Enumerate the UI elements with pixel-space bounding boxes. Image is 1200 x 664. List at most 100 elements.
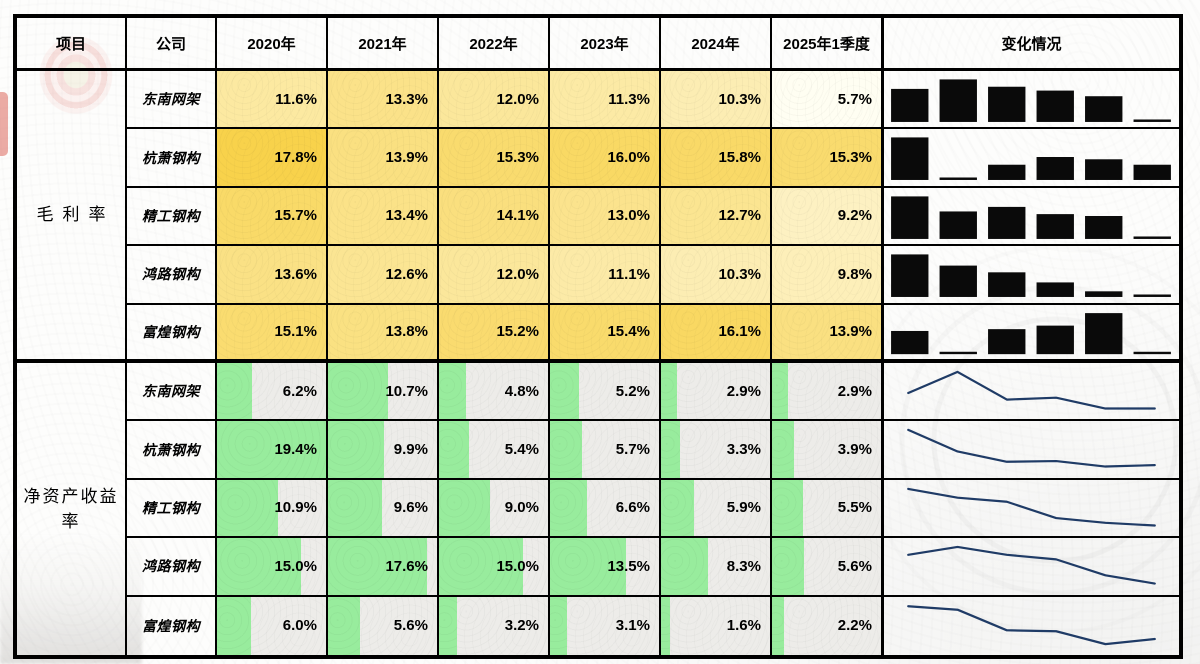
gross-margin-value-cell: 15.7% — [217, 187, 328, 247]
roe-value-cell: 3.2% — [439, 596, 550, 655]
roe-databar — [661, 596, 670, 655]
gross-margin-value-cell: 13.6% — [217, 246, 328, 305]
gross-margin-value-cell: 13.8% — [328, 304, 439, 363]
roe-value-text: 2.9% — [726, 382, 761, 400]
company-name: 鸿路钢构 — [127, 538, 217, 597]
roe-value-text: 5.2% — [615, 382, 650, 400]
gross-margin-value-cell: 12.0% — [439, 71, 550, 130]
roe-value-cell: 5.7% — [550, 421, 661, 480]
roe-value-text: 19.4% — [274, 441, 317, 459]
roe-value-cell: 15.0% — [217, 538, 328, 597]
roe-value-cell: 2.9% — [661, 363, 772, 422]
line-sparkline-svg — [907, 487, 1156, 527]
roe-databar — [328, 479, 382, 537]
roe-databar — [217, 538, 302, 595]
roe-databar — [439, 596, 457, 655]
roe-value-cell: 5.2% — [550, 363, 661, 422]
roe-value-cell: 3.3% — [661, 421, 772, 480]
gross-margin-value-cell: 14.1% — [439, 187, 550, 247]
roe-value-text: 5.9% — [726, 499, 761, 517]
roe-value-cell: 3.1% — [550, 596, 661, 655]
roe-value-cell: 10.7% — [328, 363, 439, 422]
line-sparkline-svg — [907, 546, 1156, 585]
roe-value-cell: 2.2% — [772, 596, 884, 655]
change-bar-sparkline — [884, 246, 1179, 305]
company-name: 东南网架 — [127, 363, 217, 422]
roe-value-text: 15.0% — [274, 557, 317, 575]
roe-value-cell: 9.6% — [328, 479, 439, 539]
roe-value-text: 10.9% — [274, 499, 317, 517]
roe-databar — [550, 596, 568, 655]
gross-margin-value-cell: 10.3% — [661, 246, 772, 305]
header-col-company: 公司 — [127, 18, 217, 71]
roe-value-text: 17.6% — [385, 557, 428, 575]
roe-value-cell: 4.8% — [439, 363, 550, 422]
change-line-sparkline — [884, 480, 1179, 539]
roe-databar — [439, 363, 466, 420]
header-col-year: 2024年 — [661, 18, 772, 71]
roe-value-text: 9.9% — [393, 441, 428, 459]
company-name: 富煌钢构 — [127, 596, 217, 655]
roe-value-text: 15.0% — [496, 557, 539, 575]
company-name: 杭萧钢构 — [127, 421, 217, 480]
roe-databar — [439, 479, 490, 537]
header-col-year: 2022年 — [439, 18, 550, 71]
roe-value-cell: 19.4% — [217, 421, 328, 480]
gross-margin-value-cell: 15.8% — [661, 129, 772, 188]
roe-value-cell: 5.9% — [661, 479, 772, 539]
roe-value-cell: 1.6% — [661, 596, 772, 655]
metric-label: 毛利率 — [17, 71, 127, 363]
roe-value-cell: 3.9% — [772, 421, 884, 480]
roe-value-text: 1.6% — [726, 617, 761, 635]
roe-databar — [328, 538, 427, 595]
roe-databar — [217, 363, 252, 420]
roe-value-cell: 10.9% — [217, 479, 328, 539]
roe-value-text: 13.5% — [607, 557, 650, 575]
roe-value-text: 8.3% — [726, 557, 761, 575]
gross-margin-value-cell: 13.4% — [328, 187, 439, 247]
roe-value-cell: 8.3% — [661, 538, 772, 597]
column-sparkline-svg — [891, 196, 1171, 239]
roe-value-text: 3.2% — [504, 617, 539, 635]
gross-margin-value-cell: 12.6% — [328, 246, 439, 305]
gross-margin-value-cell: 11.6% — [217, 71, 328, 130]
roe-value-cell: 5.4% — [439, 421, 550, 480]
roe-databar — [328, 421, 384, 478]
metric-label: 净资产收益率 — [17, 363, 127, 655]
roe-databar — [439, 538, 524, 595]
gross-margin-value-cell: 13.9% — [328, 129, 439, 188]
roe-value-text: 2.9% — [837, 382, 872, 400]
change-bar-sparkline — [884, 129, 1179, 188]
roe-value-text: 9.6% — [393, 499, 428, 517]
gross-margin-value-cell: 5.7% — [772, 71, 884, 130]
roe-databar — [772, 363, 789, 420]
roe-value-cell: 6.0% — [217, 596, 328, 655]
roe-value-cell: 9.0% — [439, 479, 550, 539]
roe-value-cell: 5.6% — [328, 596, 439, 655]
roe-databar — [661, 421, 680, 478]
line-sparkline-svg — [907, 604, 1156, 645]
gross-margin-value-cell: 15.4% — [550, 304, 661, 363]
change-line-sparkline — [884, 421, 1179, 480]
roe-databar — [217, 479, 279, 537]
gross-margin-value-cell: 10.3% — [661, 71, 772, 130]
roe-value-text: 3.9% — [837, 441, 872, 459]
roe-value-text: 10.7% — [385, 382, 428, 400]
change-bar-sparkline — [884, 305, 1179, 363]
roe-value-text: 3.3% — [726, 441, 761, 459]
roe-value-text: 6.0% — [282, 617, 317, 635]
roe-databar — [550, 363, 580, 420]
roe-value-cell: 5.6% — [772, 538, 884, 597]
roe-value-text: 5.7% — [615, 441, 650, 459]
roe-value-text: 6.6% — [615, 499, 650, 517]
change-bar-sparkline — [884, 71, 1179, 130]
roe-databar — [550, 538, 626, 595]
roe-value-text: 5.5% — [837, 499, 872, 517]
roe-value-cell: 17.6% — [328, 538, 439, 597]
gross-margin-value-cell: 12.0% — [439, 246, 550, 305]
roe-databar — [772, 538, 804, 595]
gross-margin-value-cell: 12.7% — [661, 187, 772, 247]
roe-value-cell: 2.9% — [772, 363, 884, 422]
header-col-year: 2023年 — [550, 18, 661, 71]
gross-margin-value-cell: 16.0% — [550, 129, 661, 188]
